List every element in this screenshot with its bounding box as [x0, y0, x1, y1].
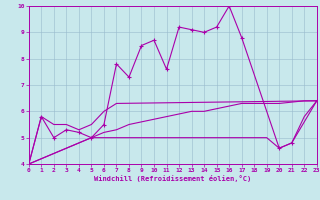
X-axis label: Windchill (Refroidissement éolien,°C): Windchill (Refroidissement éolien,°C)	[94, 175, 252, 182]
